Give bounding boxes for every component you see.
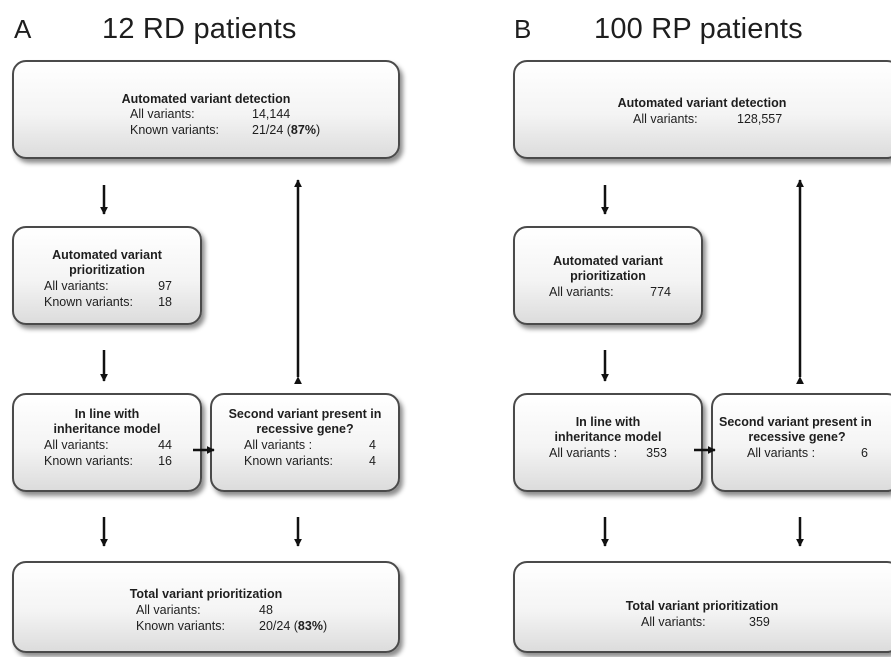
flow-arrows [0,0,891,657]
